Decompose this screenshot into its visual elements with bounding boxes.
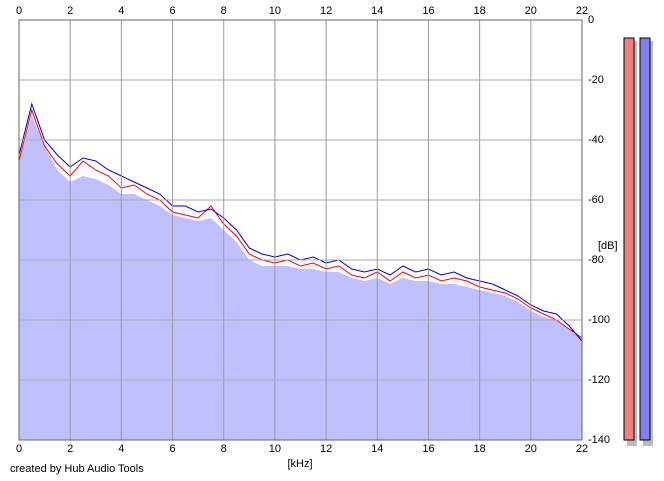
x-tick-label-top: 4 [118,5,124,17]
y-tick-label: -60 [588,194,604,206]
x-tick-label-bottom: 14 [371,443,383,455]
y-tick-label: -80 [588,254,604,266]
x-tick-label-bottom: 12 [320,443,332,455]
x-tick-label-top: 20 [525,5,537,17]
spectrum-line [18,108,583,339]
y-tick-label: -140 [588,434,610,446]
x-tick-label-top: 8 [221,5,227,17]
x-tick-label-top: 2 [67,5,73,17]
x-tick-label-bottom: 2 [67,443,73,455]
x-tick-label-top: 10 [269,5,281,17]
x-tick-label-top: 14 [371,5,383,17]
y-tick-label: -120 [588,374,610,386]
x-tick-label-top: 22 [576,5,588,17]
x-tick-label-top: 12 [320,5,332,17]
y-tick-label: -100 [588,314,610,326]
y-tick-label: -40 [588,134,604,146]
x-tick-label-bottom: 18 [474,443,486,455]
x-tick-label-bottom: 0 [16,443,22,455]
y-tick-label: -20 [588,74,604,86]
spectrum-fill [19,116,582,440]
level-meter [639,37,651,441]
x-tick-label-bottom: 16 [422,443,434,455]
y-axis-label: [dB] [598,240,618,252]
level-meter [623,37,635,441]
x-tick-label-top: 18 [474,5,486,17]
x-tick-label-top: 0 [16,5,22,17]
x-tick-label-bottom: 10 [269,443,281,455]
credit: created by Hub Audio Tools [10,463,144,475]
x-tick-label-bottom: 4 [118,443,124,455]
x-axis-label: [kHz] [287,458,312,470]
x-tick-label-bottom: 20 [525,443,537,455]
x-tick-label-top: 6 [169,5,175,17]
x-tick-label-top: 16 [422,5,434,17]
y-tick-label: 0 [588,14,594,26]
x-tick-label-bottom: 8 [221,443,227,455]
x-tick-label-bottom: 6 [169,443,175,455]
plot-frame [18,19,583,441]
x-tick-label-bottom: 22 [576,443,588,455]
